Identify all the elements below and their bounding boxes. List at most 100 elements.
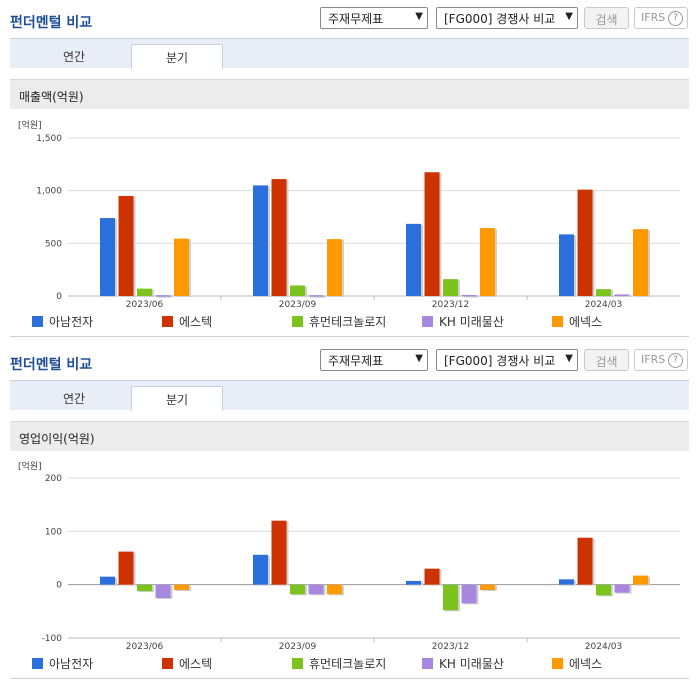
bar-에스텍-2023-06 [118, 195, 134, 296]
bar-shadow [310, 296, 326, 298]
x-tick-label: 2023/09 [279, 300, 317, 310]
search-button[interactable]: 검색 [584, 7, 629, 29]
bar-휴먼테크놀로지-2023-06 [137, 584, 152, 592]
bar-아남전자-2024-03 [559, 234, 574, 296]
period-tabs: 연간 분기 [10, 380, 689, 411]
statement-select[interactable]: 주재무제표 ▼ [320, 349, 428, 371]
bar-아남전자-2023-09 [253, 185, 268, 296]
y-tick-label: 500 [45, 239, 62, 249]
ifrs-label: IFRS [641, 353, 666, 366]
ifrs-label: IFRS [641, 11, 666, 24]
peer-select-value: [FG000] 경쟁사 비교 [444, 354, 556, 368]
x-tick-label: 2024/03 [585, 300, 622, 310]
peer-select-value: [FG000] 경쟁사 비교 [444, 12, 556, 26]
legend-item-에넥스[interactable]: 에넥스 [552, 313, 602, 330]
legend-swatch [552, 316, 563, 327]
ifrs-help-button[interactable]: IFRS ? [634, 349, 688, 371]
legend-swatch [32, 316, 43, 327]
bar-에스텍-2023-12 [424, 568, 440, 585]
bar-KH-미래물산-2024-03 [614, 294, 630, 296]
legend-label: 에넥스 [569, 315, 603, 329]
panel-divider [10, 678, 689, 679]
legend-item-KH-미래물산[interactable]: KH 미래물산 [422, 313, 504, 330]
x-tick-label: 2023/09 [279, 642, 317, 652]
legend-label: 에스텍 [179, 315, 213, 329]
bar-에스텍-2024-03 [577, 537, 593, 585]
tab-annual[interactable]: 연간 [62, 50, 86, 64]
bar-에넥스-2024-03 [633, 575, 648, 585]
legend-label: 아남전자 [49, 657, 94, 671]
statement-select[interactable]: 주재무제표 ▼ [320, 7, 428, 29]
panel-divider [10, 336, 689, 337]
chevron-down-icon: ▼ [415, 353, 423, 364]
panel-title: 펀더멘털 비교 [10, 15, 93, 31]
legend-swatch [162, 658, 173, 669]
bar-shadow [157, 296, 173, 298]
x-tick-label: 2023/06 [126, 642, 164, 652]
bar-KH-미래물산-2023-09 [308, 584, 324, 595]
fundamental-panel-operating-income: 펀더멘털 비교 주재무제표 ▼ [FG000] 경쟁사 비교 ▼ 검색 IFRS… [0, 342, 696, 684]
legend-label: 에스텍 [179, 657, 213, 671]
legend-swatch [292, 316, 303, 327]
tab-annual[interactable]: 연간 [62, 392, 86, 406]
y-tick-label: 200 [45, 474, 62, 484]
bar-휴먼테크놀로지-2024-03 [596, 289, 611, 296]
chart-subtitle-bar: 영업이익(억원) [10, 421, 689, 451]
legend-label: 휴먼테크놀로지 [309, 657, 387, 671]
legend-item-에스텍[interactable]: 에스텍 [162, 655, 212, 672]
bar-에스텍-2023-09 [271, 179, 287, 296]
peer-select[interactable]: [FG000] 경쟁사 비교 ▼ [436, 349, 578, 371]
y-tick-label: 1,000 [36, 187, 62, 197]
legend-label: 휴먼테크놀로지 [309, 315, 387, 329]
legend-item-아남전자[interactable]: 아남전자 [32, 313, 93, 330]
legend-swatch [552, 658, 563, 669]
bar-KH-미래물산-2023-12 [461, 584, 477, 604]
legend-item-KH-미래물산[interactable]: KH 미래물산 [422, 655, 504, 672]
bar-KH-미래물산-2023-12 [461, 294, 477, 297]
legend-swatch [422, 316, 433, 327]
legend-item-에넥스[interactable]: 에넥스 [552, 655, 602, 672]
legend-item-휴먼테크놀로지[interactable]: 휴먼테크놀로지 [292, 313, 386, 330]
x-tick-label: 2023/12 [432, 642, 469, 652]
tab-quarterly[interactable]: 분기 [131, 386, 223, 411]
panel-header: 펀더멘털 비교 주재무제표 ▼ [FG000] 경쟁사 비교 ▼ 검색 IFRS… [0, 0, 696, 34]
peer-select[interactable]: [FG000] 경쟁사 비교 ▼ [436, 7, 578, 29]
y-axis-unit: [억원] [18, 462, 42, 472]
chart-legend: 아남전자 에스텍 휴먼테크놀로지 KH 미래물산 에넥스 [0, 655, 696, 673]
bar-아남전자-2023-12 [406, 223, 421, 296]
legend-swatch [422, 658, 433, 669]
legend-item-아남전자[interactable]: 아남전자 [32, 655, 93, 672]
search-button[interactable]: 검색 [584, 349, 629, 371]
y-tick-label: 0 [56, 581, 62, 591]
bar-KH-미래물산-2023-09 [308, 295, 324, 297]
bar-에스텍-2023-09 [271, 520, 287, 585]
bar-휴먼테크놀로지-2023-09 [290, 584, 305, 595]
bar-휴먼테크놀로지-2023-12 [443, 584, 458, 611]
bar-KH-미래물산-2023-06 [155, 584, 171, 598]
chart-legend: 아남전자 에스텍 휴먼테크놀로지 KH 미래물산 에넥스 [0, 313, 696, 331]
legend-label: 아남전자 [49, 315, 94, 329]
x-tick-label: 2023/12 [432, 300, 469, 310]
bar-에넥스-2023-09 [327, 239, 342, 296]
y-tick-label: 100 [45, 527, 62, 537]
statement-select-value: 주재무제표 [328, 354, 384, 368]
y-tick-label: 1,500 [36, 134, 62, 144]
legend-label: 에넥스 [569, 657, 603, 671]
panel-title: 펀더멘털 비교 [10, 357, 93, 373]
bar-에스텍-2024-03 [577, 189, 593, 296]
legend-item-휴먼테크놀로지[interactable]: 휴먼테크놀로지 [292, 655, 386, 672]
tab-quarterly[interactable]: 분기 [131, 44, 223, 69]
y-tick-label: 0 [56, 292, 62, 302]
legend-item-에스텍[interactable]: 에스텍 [162, 313, 212, 330]
bar-휴먼테크놀로지-2023-06 [137, 288, 152, 296]
ifrs-help-button[interactable]: IFRS ? [634, 7, 688, 29]
bar-shadow [616, 295, 632, 297]
x-tick-label: 2024/03 [585, 642, 622, 652]
x-tick-label: 2023/06 [126, 300, 164, 310]
bar-에넥스-2023-09 [327, 584, 342, 595]
legend-label: KH 미래물산 [439, 315, 504, 329]
chevron-down-icon: ▼ [565, 11, 573, 22]
legend-swatch [162, 316, 173, 327]
bar-에스텍-2023-06 [118, 551, 134, 585]
bar-KH-미래물산-2024-03 [614, 584, 630, 593]
